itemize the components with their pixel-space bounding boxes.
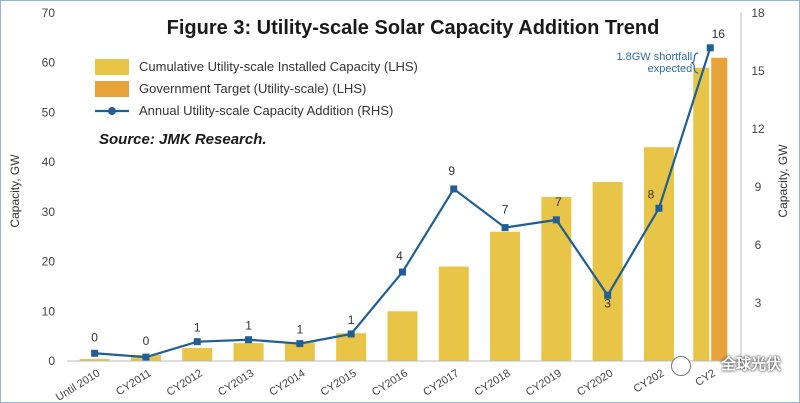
y-axis-label-right: Capacity, GW <box>776 144 790 218</box>
x-tick-label: CY2020 <box>575 367 615 398</box>
data-label-annual-addition: 7 <box>555 195 562 209</box>
series-point-annual-addition <box>398 268 406 276</box>
legend-swatch <box>95 59 129 75</box>
data-label-annual-addition: 1 <box>245 319 252 333</box>
data-label-annual-addition: 16 <box>712 27 726 41</box>
bar-cumulative <box>541 196 572 361</box>
source-note: Source: JMK Research. <box>99 131 267 148</box>
data-label-annual-addition: 4 <box>396 249 403 263</box>
series-point-annual-addition <box>296 340 304 348</box>
y-tick-label-right: 6 <box>755 238 762 252</box>
series-point-annual-addition <box>655 204 663 212</box>
annotation-brace-icon <box>691 52 699 74</box>
annotation-shortfall: 1.8GW shortfall <box>616 51 692 63</box>
y-tick-label-left: 70 <box>42 6 56 20</box>
x-tick-label: CY2 <box>693 367 718 389</box>
data-label-annual-addition: 0 <box>143 334 150 348</box>
bar-cumulative <box>693 67 710 361</box>
bar-cumulative <box>490 231 521 361</box>
x-tick-label: Until 2010 <box>54 367 102 402</box>
series-point-annual-addition <box>142 353 150 361</box>
y-tick-label-right: 12 <box>751 122 765 136</box>
bar-cumulative <box>387 311 418 361</box>
x-tick-label: CY2011 <box>114 367 153 398</box>
data-label-annual-addition: 7 <box>502 203 509 217</box>
watermark-logo-icon <box>671 356 691 376</box>
x-tick-label: CY2013 <box>216 367 256 398</box>
x-tick-label: CY2018 <box>473 367 513 398</box>
chart-title: Figure 3: Utility-scale Solar Capacity A… <box>167 17 660 39</box>
y-tick-label-left: 50 <box>42 105 56 119</box>
series-point-annual-addition <box>193 338 201 346</box>
y-tick-label-right: 15 <box>751 64 765 78</box>
bar-cumulative <box>284 342 315 361</box>
legend-swatch <box>95 81 129 97</box>
y-tick-label-left: 60 <box>42 56 56 70</box>
y-tick-label-left: 30 <box>42 205 56 219</box>
legend-swatch-marker <box>108 107 116 115</box>
series-point-annual-addition <box>706 44 714 52</box>
x-tick-label: CY2015 <box>319 367 359 398</box>
watermark-text: 全球光伏 <box>720 355 781 373</box>
y-tick-label-right: 9 <box>755 180 762 194</box>
annotation-shortfall: expected <box>648 63 693 75</box>
y-tick-label-left: 0 <box>48 354 55 368</box>
x-tick-label: CY2017 <box>421 367 461 398</box>
series-point-annual-addition <box>501 224 509 232</box>
y-axis-label-left: Capacity, GW <box>8 154 22 228</box>
data-label-annual-addition: 1 <box>194 321 201 335</box>
legend-label: Annual Utility-scale Capacity Addition (… <box>139 103 393 118</box>
y-tick-label-left: 40 <box>42 155 56 169</box>
y-tick-label-right: 3 <box>755 296 762 310</box>
bar-cumulative <box>643 147 674 361</box>
bar-cumulative <box>182 348 213 361</box>
data-label-annual-addition: 3 <box>604 296 611 310</box>
bar-cumulative <box>79 359 110 361</box>
x-tick-label: CY202 <box>632 367 667 395</box>
data-label-annual-addition: 1 <box>297 323 304 337</box>
series-point-annual-addition <box>450 185 458 193</box>
bar-cumulative <box>336 333 367 361</box>
y-tick-label-right: 18 <box>751 6 765 20</box>
y-tick-label-left: 20 <box>42 255 56 269</box>
series-point-annual-addition <box>604 291 612 299</box>
series-point-annual-addition <box>552 216 560 224</box>
bar-cumulative <box>233 343 264 361</box>
x-tick-label: CY2016 <box>370 367 410 398</box>
data-label-annual-addition: 9 <box>448 164 455 178</box>
series-point-annual-addition <box>245 336 253 344</box>
data-label-annual-addition: 8 <box>648 187 655 201</box>
data-label-annual-addition: 0 <box>91 330 98 344</box>
series-point-annual-addition <box>347 330 355 338</box>
bar-government-target <box>711 57 728 361</box>
bar-cumulative <box>438 266 469 361</box>
y-tick-label-left: 10 <box>42 304 56 318</box>
series-point-annual-addition <box>91 349 99 357</box>
x-tick-label: CY2014 <box>267 367 307 398</box>
x-tick-label: CY2019 <box>524 367 564 398</box>
x-tick-label: CY2012 <box>165 367 205 398</box>
legend-label: Cumulative Utility-scale Installed Capac… <box>139 59 418 74</box>
data-label-annual-addition: 1 <box>348 313 355 327</box>
legend-label: Government Target (Utility-scale) (LHS) <box>139 81 366 96</box>
bar-cumulative <box>592 182 623 361</box>
